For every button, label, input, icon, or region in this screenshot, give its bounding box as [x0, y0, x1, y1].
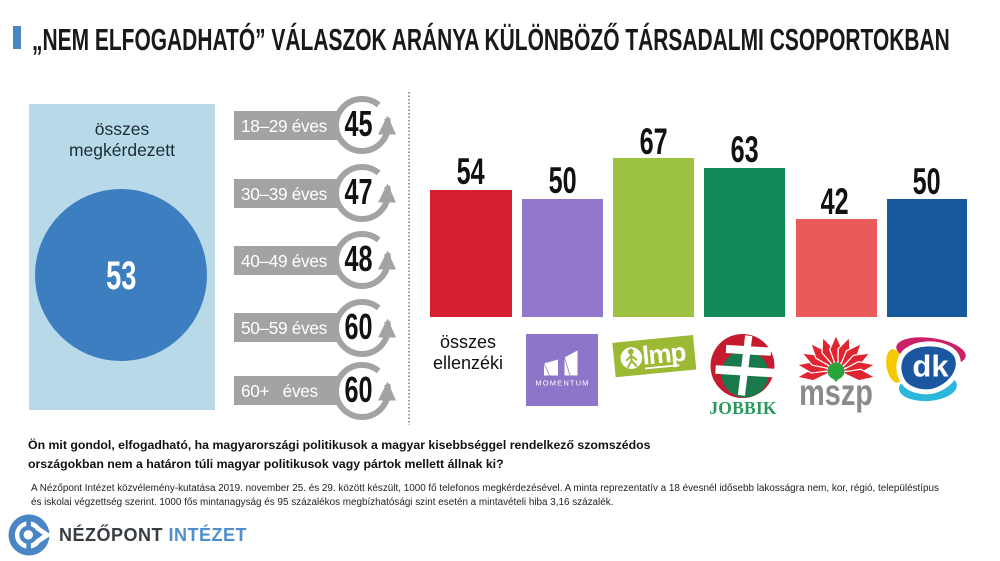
svg-text:60: 60 [344, 370, 372, 411]
svg-text:48: 48 [344, 239, 372, 280]
svg-text:lmp: lmp [641, 337, 687, 371]
svg-text:60: 60 [344, 307, 372, 348]
svg-text:45: 45 [344, 104, 372, 145]
svg-text:mszp: mszp [799, 373, 873, 414]
svg-text:47: 47 [344, 172, 372, 213]
svg-text:dk: dk [912, 349, 949, 384]
svg-text:MOMENTUM: MOMENTUM [535, 379, 589, 388]
svg-text:JOBBIK: JOBBIK [709, 398, 777, 418]
